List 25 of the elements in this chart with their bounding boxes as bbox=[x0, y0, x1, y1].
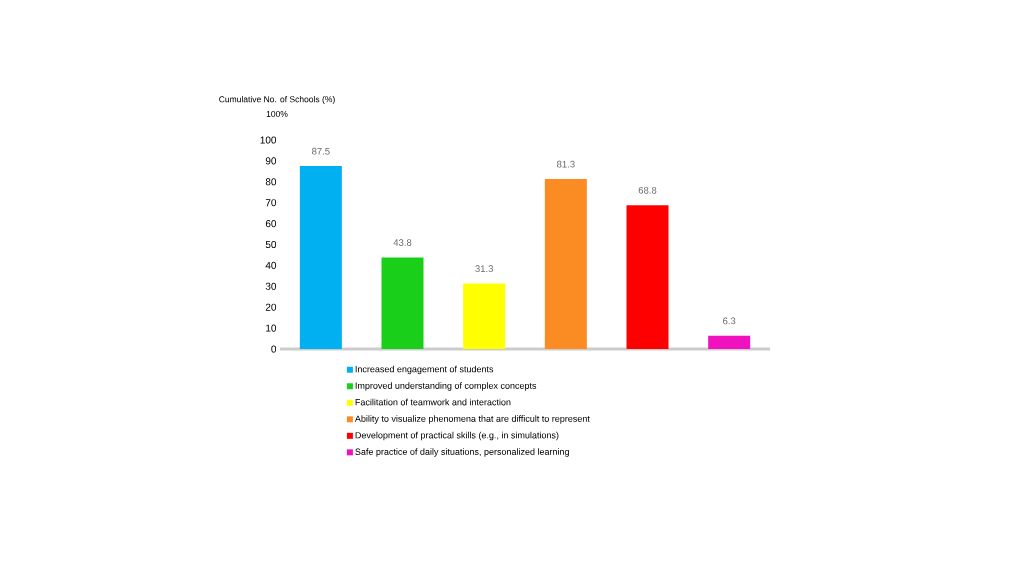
text: 100% bbox=[266, 110, 288, 117]
data-label: 43.8 bbox=[393, 239, 412, 246]
y-tick-label: 10 bbox=[266, 324, 277, 332]
legend-label: Development of practical skills (e.g., in simulations) bbox=[355, 431, 559, 441]
data-label: 87.5 bbox=[312, 147, 330, 155]
y-tick-label: 0 bbox=[271, 345, 277, 353]
y-axis-title: Cumulative No. of Schools (%) bbox=[219, 96, 335, 104]
legend-label: Facilitation of teamwork and interaction bbox=[355, 398, 511, 406]
y-tick-label: 30 bbox=[265, 282, 277, 290]
y-tick-label: 20 bbox=[265, 303, 277, 311]
data-label: 31.3 bbox=[475, 265, 493, 273]
legend-label: Safe practice of daily situations, personalized learning bbox=[355, 448, 569, 457]
data-label: 81.3 bbox=[557, 160, 575, 168]
y-tick-label: 80 bbox=[265, 178, 277, 186]
y-tick-label: 100 bbox=[260, 136, 277, 144]
y-tick-label: 50 bbox=[265, 240, 277, 249]
data-label: 6.3 bbox=[723, 317, 736, 325]
data-label: 68.8 bbox=[638, 186, 657, 194]
y-tick-label: 70 bbox=[265, 199, 277, 207]
y-tick-label: 60 bbox=[265, 220, 277, 228]
legend-label: Improved understanding of complex concepts bbox=[355, 382, 537, 391]
y-tick-label: 40 bbox=[265, 261, 277, 269]
y-tick-label: 90 bbox=[265, 157, 277, 165]
legend-label: Ability to visualize phenomena that are difficult to represent bbox=[354, 415, 590, 424]
legend-label: Increased engagement of students bbox=[355, 365, 494, 375]
